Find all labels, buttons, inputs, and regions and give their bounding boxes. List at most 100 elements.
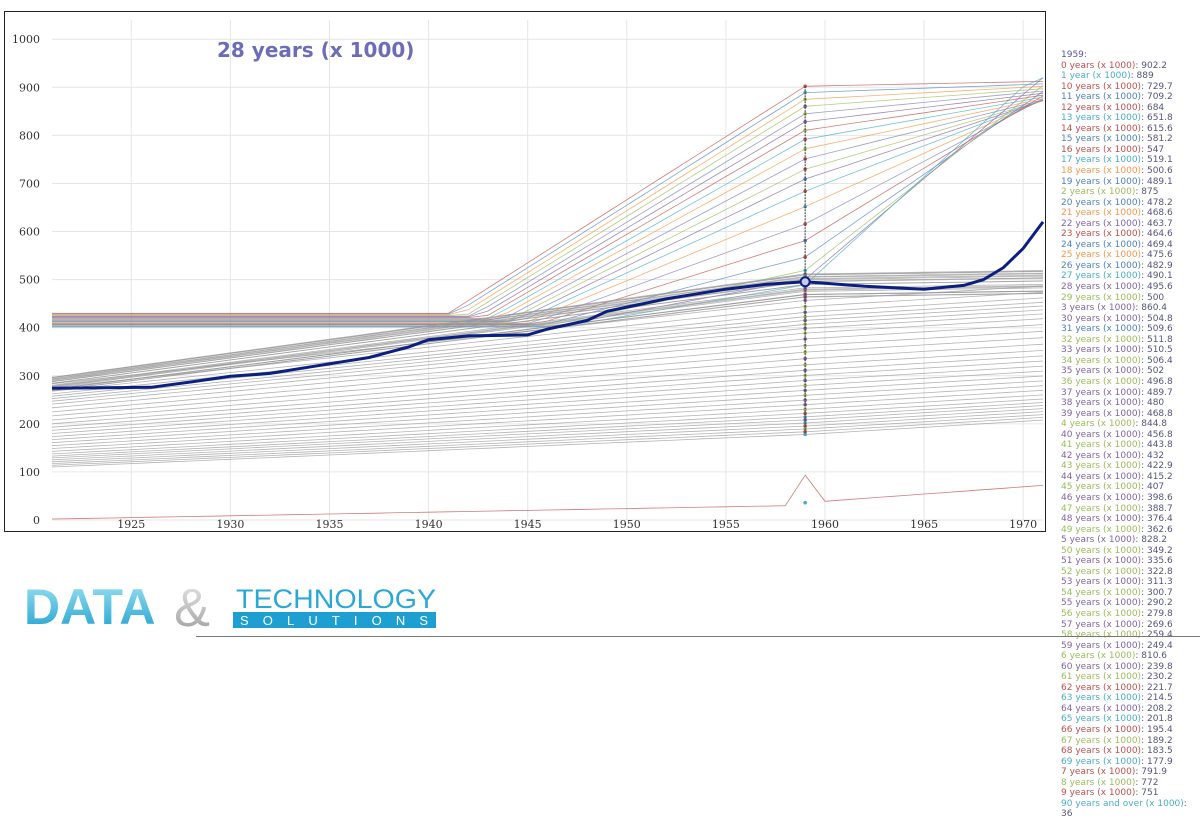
tooltip-series-value: 388.7	[1146, 503, 1173, 514]
y-tick-label: 700	[19, 177, 40, 190]
tooltip-row: 32 years (x 1000): 511.8	[1061, 334, 1173, 345]
tooltip-series-value: 432	[1146, 450, 1165, 461]
tooltip-series-label: 15 years (x 1000)	[1061, 134, 1142, 145]
series-line	[52, 100, 1044, 322]
tooltip-series-value: 201.8	[1146, 714, 1173, 725]
tooltip-series-value: 468.6	[1146, 208, 1173, 219]
tooltip-series-label: 8 years (x 1000)	[1061, 777, 1136, 788]
series-hover-dot	[803, 314, 807, 319]
tooltip-series-value: 828.2	[1141, 535, 1168, 546]
series-hover-dot	[803, 120, 807, 124]
tooltip-row: 11 years (x 1000): 709.2	[1061, 92, 1173, 103]
tooltip-series-label: 30 years (x 1000)	[1061, 313, 1142, 324]
series-line	[52, 83, 1044, 315]
tooltip-series-label: 62 years (x 1000)	[1061, 682, 1142, 693]
tooltip-row: 19 years (x 1000): 489.1	[1061, 176, 1173, 187]
tooltip-series-label: 61 years (x 1000)	[1061, 672, 1142, 683]
tooltip-series-label: 41 years (x 1000)	[1061, 440, 1142, 451]
x-tick-label: 1970	[1009, 518, 1037, 531]
series-hover-dot	[803, 326, 807, 331]
tooltip-series-label: 1 year (x 1000)	[1061, 71, 1131, 82]
tooltip-row: 54 years (x 1000): 300.7	[1061, 587, 1173, 598]
series-hover-dot	[803, 222, 807, 226]
tooltip-series-label: 12 years (x 1000)	[1061, 102, 1142, 113]
logo-word-technology: TECHNOLOGY	[236, 584, 436, 614]
tooltip-series-label: 28 years (x 1000)	[1061, 282, 1142, 293]
tooltip-series-value: 183.5	[1146, 746, 1173, 757]
tooltip-row: 18 years (x 1000): 500.6	[1061, 166, 1173, 177]
tooltip-series-label: 2 years (x 1000)	[1061, 187, 1136, 198]
tooltip-series-label: 16 years (x 1000)	[1061, 144, 1142, 155]
tooltip-series-value: 489.7	[1146, 387, 1173, 398]
tooltip-series-value: 456.8	[1146, 429, 1173, 440]
series-line	[51, 380, 1044, 444]
tooltip-series-value: 684	[1146, 102, 1165, 113]
series-hover-dot	[803, 500, 807, 505]
tooltip-row: 5 years (x 1000): 828.2	[1061, 535, 1168, 546]
series-hover-dot	[803, 147, 807, 151]
tooltip-row: 39 years (x 1000): 468.8	[1061, 408, 1173, 419]
series-line	[51, 291, 1044, 389]
tooltip-row: 66 years (x 1000): 195.4	[1061, 725, 1173, 735]
tooltip-series-value: 398.6	[1146, 492, 1173, 503]
tooltip-row: 6 years (x 1000): 810.6	[1061, 651, 1168, 662]
series-line	[51, 350, 1044, 425]
population-line-chart[interactable]: 0 100 200 300 400 500 600 700 800 900 1000 1925 1930…	[5, 12, 1045, 531]
highlight-series-layer[interactable]	[51, 221, 1045, 390]
logo-word-data: DATA	[24, 580, 155, 635]
x-tick-label: 1945	[514, 518, 542, 531]
tooltip-series-value: 810.6	[1141, 651, 1168, 662]
series-line	[51, 272, 1044, 380]
tooltip-row: 46 years (x 1000): 398.6	[1061, 492, 1173, 503]
tooltip-row: 1 year (x 1000): 889	[1061, 71, 1154, 82]
background-series-lines	[51, 77, 1044, 520]
tooltip-series-label: 47 years (x 1000)	[1061, 503, 1142, 514]
tooltip-series-value: 279.8	[1146, 608, 1173, 619]
tooltip-series-label: 32 years (x 1000)	[1061, 334, 1142, 345]
series-hover-dot	[803, 177, 807, 181]
x-tick-label: 1930	[216, 518, 244, 531]
series-hover-dot	[803, 368, 807, 373]
highlight-series-line[interactable]	[51, 221, 1045, 390]
tooltip-series-value: 269.6	[1146, 619, 1173, 630]
tooltip-row: 35 years (x 1000): 502	[1061, 366, 1165, 377]
tooltip-row: 59 years (x 1000): 249.4	[1061, 640, 1173, 651]
series-line	[52, 92, 1044, 318]
tooltip-series-label: 13 years (x 1000)	[1061, 113, 1142, 124]
y-tick-label: 800	[19, 129, 40, 142]
series-line	[51, 402, 1044, 457]
series-line	[52, 100, 1044, 321]
tooltip-series-value: 259.4	[1147, 630, 1173, 640]
tooltip-series-label: 29 years (x 1000)	[1061, 292, 1142, 303]
tooltip-row: 44 years (x 1000): 415.2	[1061, 471, 1173, 482]
tooltip-series-value: 502	[1146, 366, 1165, 377]
tooltip-series-value: 504.8	[1146, 313, 1173, 324]
series-line	[51, 398, 1044, 455]
tooltip-series-label: 40 years (x 1000)	[1061, 429, 1142, 440]
series-hover-dot	[803, 363, 807, 367]
tooltip-series-label: 58 years (x 1000)	[1061, 630, 1141, 640]
tooltip-series-value: 772	[1141, 777, 1159, 788]
tooltip-row: 51 years (x 1000): 335.6	[1061, 556, 1173, 567]
tooltip-series-label: 51 years (x 1000)	[1061, 556, 1142, 567]
series-line	[51, 411, 1044, 463]
tooltip-series-label: 54 years (x 1000)	[1061, 587, 1142, 598]
tooltip-row: 28 years (x 1000): 495.6	[1061, 282, 1173, 293]
tooltip-series-value: 300.7	[1146, 587, 1173, 598]
tooltip-date: 1959:	[1061, 50, 1087, 60]
x-tick-label: 1935	[315, 518, 343, 531]
tooltip-series-label: 52 years (x 1000)	[1061, 566, 1142, 577]
tooltip-series-value: 489.1	[1146, 176, 1173, 187]
logo-word-solutions: SOLUTIONS	[240, 613, 428, 628]
tooltip-series-value: 651.8	[1146, 113, 1173, 124]
tooltip-series-value: 482.9	[1146, 260, 1173, 271]
series-line	[52, 77, 1044, 327]
tooltip-series-label: 19 years (x 1000)	[1061, 176, 1142, 187]
tooltip-series-label: 23 years (x 1000)	[1061, 229, 1142, 240]
tooltip-series-value: 249.4	[1146, 640, 1173, 651]
tooltip-series-value: 469.4	[1146, 239, 1173, 250]
tooltip-row: 65 years (x 1000): 201.8	[1061, 714, 1173, 725]
highlight-hover-marker[interactable]	[799, 276, 811, 288]
series-line	[52, 90, 1044, 317]
tooltip-row: 67 years (x 1000): 189.2	[1061, 735, 1173, 746]
